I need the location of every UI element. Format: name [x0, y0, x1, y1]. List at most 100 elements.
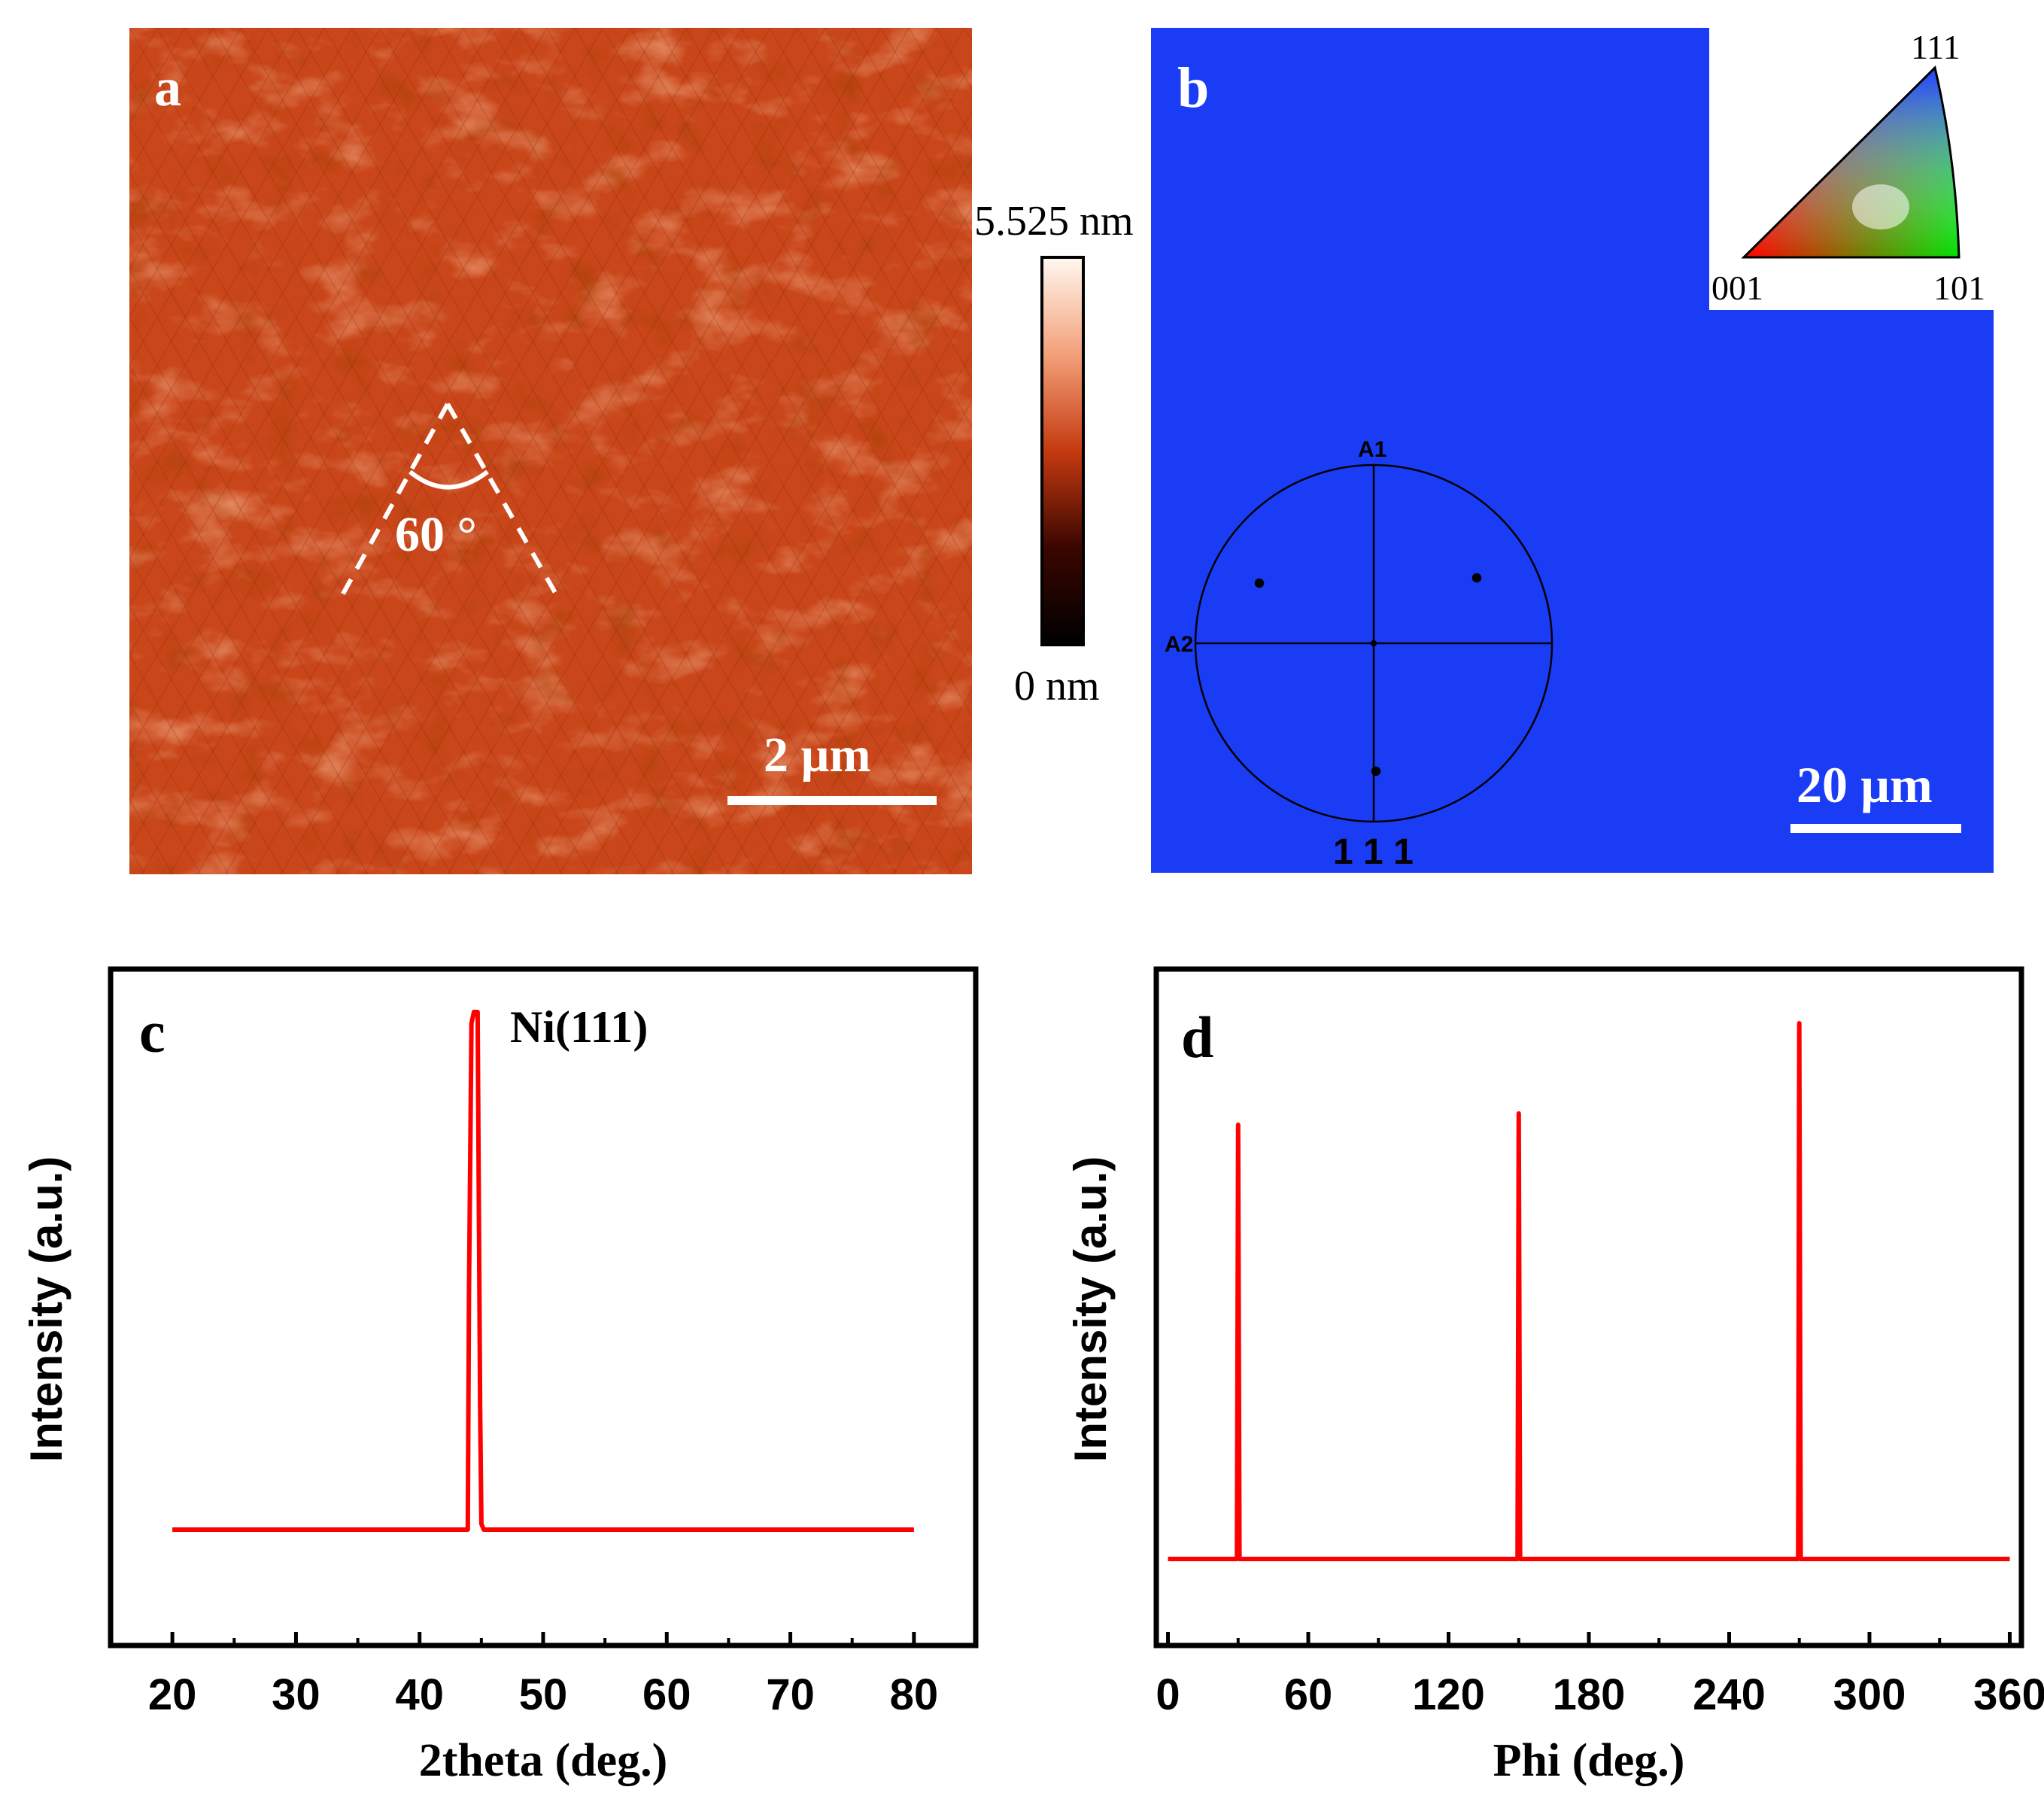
afm-step-line — [184, 28, 675, 874]
chart-c-series-line — [172, 1010, 914, 1532]
ipf-label-111: 111 — [1911, 28, 1960, 66]
afm-step-line — [129, 28, 576, 801]
panel-a-letter: a — [154, 57, 181, 117]
afm-step-line — [825, 28, 972, 284]
x-tick-label: 30 — [272, 1670, 320, 1719]
afm-step-line — [129, 28, 548, 753]
pole-center — [1370, 640, 1377, 647]
afm-step-line — [558, 157, 972, 874]
afm-step-line — [670, 351, 972, 874]
pole-figure-a1: A1 — [1358, 437, 1386, 462]
pole-spot — [1471, 573, 1482, 583]
afm-scale-bar-label: 2 µm — [764, 728, 871, 782]
chart-d-xlabel: Phi (deg.) — [1493, 1735, 1685, 1786]
afm-step-line — [837, 640, 972, 874]
afm-step-line — [129, 171, 536, 874]
afm-step-line — [697, 399, 972, 874]
afm-step-line — [129, 556, 313, 874]
afm-step-line — [419, 28, 910, 874]
afm-step-line — [129, 28, 520, 705]
afm-step-line — [546, 28, 972, 766]
chart-c-ticks — [170, 1632, 916, 1646]
afm-step-line — [852, 28, 972, 236]
afm-colorbar: 5.525 nm 0 nm — [974, 198, 1134, 710]
afm-step-line — [725, 447, 972, 874]
afm-scale-bar — [727, 796, 937, 805]
ipf-label-001: 001 — [1711, 269, 1763, 307]
chart-d-tick-labels: 0 60 120 180 240 300 360 — [1156, 1670, 2044, 1719]
afm-step-line — [809, 591, 972, 874]
afm-step-line — [0, 28, 74, 874]
chart-c-xlabel: 2theta (deg.) — [419, 1735, 668, 1786]
afm-step-line — [129, 28, 603, 849]
afm-step-line — [129, 28, 353, 415]
x-tick-label: 180 — [1553, 1670, 1626, 1719]
afm-step-line — [240, 28, 730, 874]
afm-step-line — [308, 28, 798, 874]
afm-step-line — [864, 688, 972, 874]
afm-step-line — [658, 28, 972, 573]
angle-label: 60 ° — [395, 507, 477, 562]
afm-step-line — [129, 28, 381, 463]
afm-step-line — [602, 28, 972, 670]
afm-step-line — [574, 28, 972, 718]
afm-step-line — [141, 28, 631, 874]
x-tick-label: 70 — [766, 1670, 815, 1719]
x-tick-label: 120 — [1412, 1670, 1485, 1719]
afm-step-line — [379, 28, 870, 874]
afm-step-line — [129, 28, 269, 271]
afm-step-lines — [0, 28, 972, 874]
afm-step-line — [0, 28, 62, 874]
pole-figure-a2: A2 — [1165, 632, 1193, 657]
afm-step-line — [407, 28, 897, 874]
x-tick-label: 60 — [642, 1670, 691, 1719]
afm-step-line — [0, 28, 90, 874]
panel-d-letter: d — [1181, 1004, 1213, 1070]
afm-step-line — [296, 28, 786, 874]
afm-step-line — [630, 28, 972, 621]
afm-step-line — [224, 28, 715, 874]
afm-step-line — [129, 846, 146, 874]
chart-d-peaks — [1238, 1023, 1800, 1125]
panel-c: c Ni(111) 20 30 40 50 60 70 80 2theta (deg.) I… — [21, 966, 979, 1786]
afm-step-line — [503, 61, 972, 874]
afm-step-line — [280, 28, 770, 874]
afm-step-line — [530, 109, 972, 874]
afm-step-line — [212, 28, 703, 874]
ebsd-scale-bar-label: 20 µm — [1796, 756, 1933, 813]
afm-step-line — [129, 605, 285, 874]
colorbar-min-label: 0 nm — [1014, 663, 1100, 710]
angle-annotation — [336, 403, 563, 603]
afm-step-line — [685, 28, 972, 525]
afm-step-line — [0, 28, 117, 874]
afm-step-line — [129, 653, 257, 874]
afm-step-line — [475, 28, 965, 874]
afm-step-line — [129, 267, 480, 874]
pole-spot — [1254, 578, 1265, 588]
afm-step-line — [0, 28, 6, 874]
afm-step-line — [0, 28, 34, 874]
afm-step-line — [0, 28, 18, 874]
afm-step-line — [129, 28, 436, 560]
afm-step-line — [129, 219, 508, 874]
ipf-label-101: 101 — [1933, 269, 1985, 307]
chart-d-series-line — [1168, 1021, 2010, 1561]
x-tick-label: 50 — [519, 1670, 568, 1719]
chart-c-ylabel: Intensity (a.u.) — [21, 1156, 71, 1463]
panel-b-letter: b — [1177, 56, 1209, 120]
afm-step-line — [129, 28, 492, 657]
afm-step-line — [156, 28, 647, 874]
afm-step-line — [363, 28, 854, 874]
x-tick-label: 0 — [1156, 1670, 1180, 1719]
x-tick-label: 240 — [1693, 1670, 1766, 1719]
panel-a: a 60 ° 2 µm — [0, 28, 972, 874]
afm-step-line — [129, 701, 229, 874]
afm-step-line — [129, 28, 214, 175]
pole-figure-label: 1 1 1 — [1333, 832, 1414, 872]
ebsd-map — [1151, 28, 1994, 873]
afm-step-line — [129, 363, 424, 874]
afm-step-line — [351, 28, 842, 874]
afm-step-line — [323, 28, 814, 874]
afm-step-line — [129, 28, 241, 223]
